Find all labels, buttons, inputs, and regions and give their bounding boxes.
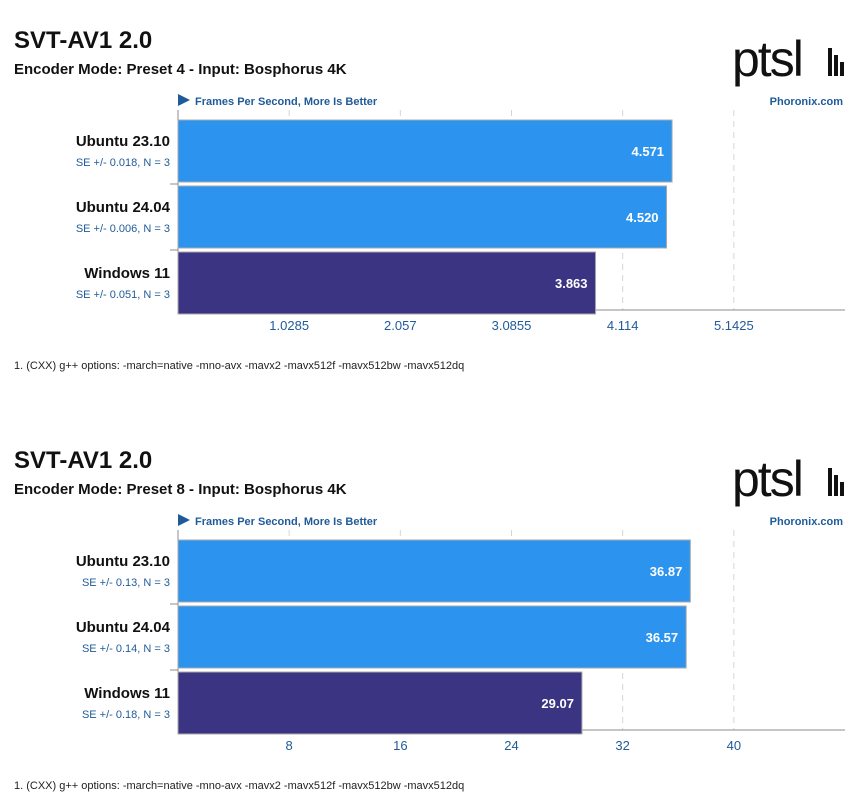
- pts-logo-text: ptsl: [732, 451, 802, 507]
- source-label: Phoronix.com: [770, 96, 844, 108]
- category-label: Ubuntu 23.10: [76, 553, 170, 570]
- chart-panel: SVT-AV1 2.0 Encoder Mode: Preset 8 - Inpu…: [14, 447, 845, 792]
- pts-logo-bar: [834, 475, 838, 496]
- more-is-better-arrow-icon: [178, 514, 190, 526]
- x-tick-label: 24: [504, 738, 518, 753]
- category-label: Ubuntu 24.04: [76, 199, 171, 216]
- pts-logo: ptsl: [732, 451, 844, 507]
- chart-subtitle: Encoder Mode: Preset 4 - Input: Bosphoru…: [14, 61, 347, 78]
- more-is-better-arrow-icon: [178, 94, 190, 106]
- source-label: Phoronix.com: [770, 516, 844, 528]
- x-tick-label: 1.0285: [269, 318, 309, 333]
- se-label: SE +/- 0.051, N = 3: [76, 289, 170, 301]
- x-tick-label: 4.114: [607, 318, 639, 333]
- x-tick-label: 8: [286, 738, 293, 753]
- bar-value-label: 4.571: [632, 144, 665, 159]
- se-label: SE +/- 0.13, N = 3: [82, 577, 170, 589]
- chart-subtitle: Encoder Mode: Preset 8 - Input: Bosphoru…: [14, 481, 347, 498]
- bar: [177, 119, 673, 183]
- bar: [177, 251, 597, 315]
- bar: [177, 185, 668, 249]
- footnote: 1. (CXX) g++ options: -march=native -mno…: [14, 360, 464, 372]
- pts-logo-bar: [840, 482, 844, 496]
- chart-title: SVT-AV1 2.0: [14, 447, 152, 474]
- category-label: Ubuntu 23.10: [76, 133, 170, 150]
- chart-panel: SVT-AV1 2.0 Encoder Mode: Preset 4 - Inpu…: [14, 27, 845, 372]
- bar-value-label: 36.57: [646, 630, 679, 645]
- bar: [177, 605, 687, 669]
- x-tick-label: 5.1425: [714, 318, 754, 333]
- footnote: 1. (CXX) g++ options: -march=native -mno…: [14, 780, 464, 792]
- bar: [177, 671, 583, 735]
- pts-logo-bar: [834, 55, 838, 76]
- category-label: Ubuntu 24.04: [76, 619, 171, 636]
- se-label: SE +/- 0.018, N = 3: [76, 157, 170, 169]
- pts-logo-text: ptsl: [732, 31, 802, 87]
- bar-value-label: 29.07: [541, 696, 574, 711]
- category-label: Windows 11: [84, 265, 170, 282]
- bar: [177, 539, 691, 603]
- pts-logo: ptsl: [732, 31, 844, 87]
- chart-title: SVT-AV1 2.0: [14, 27, 152, 54]
- se-label: SE +/- 0.006, N = 3: [76, 223, 170, 235]
- x-tick-label: 40: [727, 738, 741, 753]
- bar-value-label: 4.520: [626, 210, 659, 225]
- category-label: Windows 11: [84, 685, 170, 702]
- x-tick-label: 2.057: [384, 318, 417, 333]
- bar-value-label: 3.863: [555, 276, 588, 291]
- bar-value-label: 36.87: [650, 564, 683, 579]
- pts-logo-bar: [828, 48, 832, 76]
- se-label: SE +/- 0.14, N = 3: [82, 643, 170, 655]
- x-tick-label: 32: [615, 738, 629, 753]
- x-tick-label: 16: [393, 738, 407, 753]
- metric-label: Frames Per Second, More Is Better: [195, 516, 378, 528]
- pts-logo-bar: [828, 468, 832, 496]
- metric-label: Frames Per Second, More Is Better: [195, 96, 378, 108]
- x-tick-label: 3.0855: [492, 318, 532, 333]
- pts-logo-bar: [840, 62, 844, 76]
- se-label: SE +/- 0.18, N = 3: [82, 709, 170, 721]
